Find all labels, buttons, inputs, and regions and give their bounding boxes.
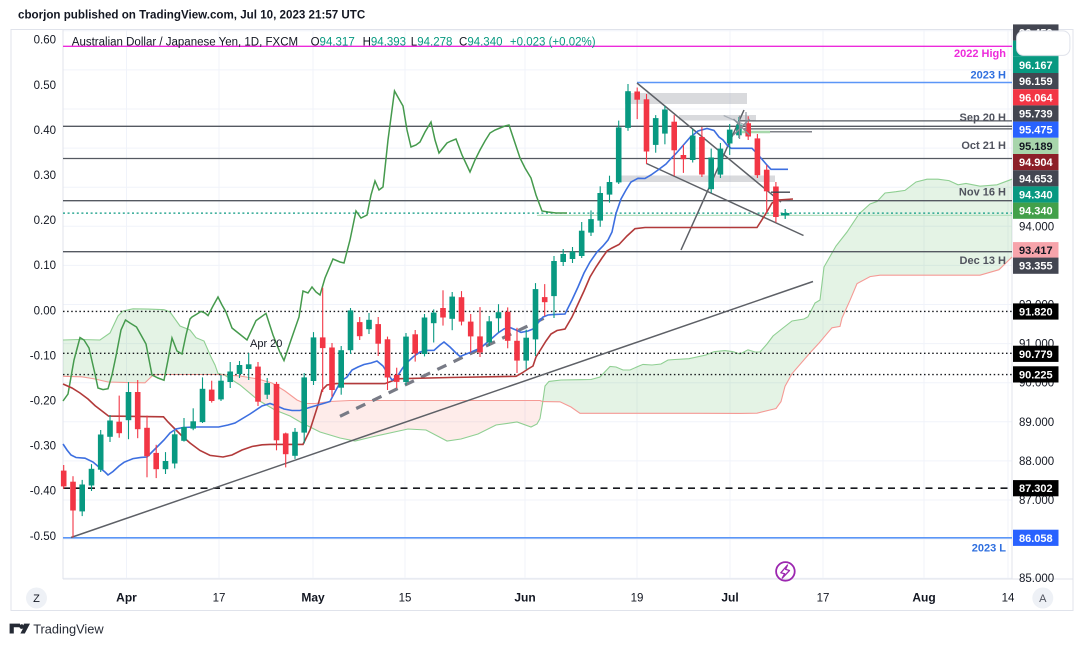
svg-text:88.000: 88.000 xyxy=(1019,456,1054,468)
svg-text:96.167: 96.167 xyxy=(1019,60,1053,72)
svg-text:94.000: 94.000 xyxy=(1019,221,1054,233)
svg-text:-0.20: -0.20 xyxy=(30,396,56,408)
svg-text:cborjon published on TradingVi: cborjon published on TradingView.com, Ju… xyxy=(18,9,366,22)
svg-text:Apr: Apr xyxy=(116,591,137,605)
svg-text:94.340: 94.340 xyxy=(1019,206,1053,218)
svg-text:May: May xyxy=(301,591,325,605)
svg-text:-0.30: -0.30 xyxy=(30,441,56,453)
svg-text:H94.393: H94.393 xyxy=(363,37,407,49)
svg-text:Apr 20: Apr 20 xyxy=(250,338,282,350)
svg-text:93.417: 93.417 xyxy=(1019,245,1053,257)
svg-text:0.00: 0.00 xyxy=(34,305,56,317)
svg-text:95.189: 95.189 xyxy=(1019,141,1053,153)
svg-text:Nov 16 H: Nov 16 H xyxy=(959,187,1006,199)
svg-text:0.30: 0.30 xyxy=(34,170,56,182)
svg-text:L94.278: L94.278 xyxy=(411,37,453,49)
svg-text:0.40: 0.40 xyxy=(34,125,56,137)
svg-text:-0.10: -0.10 xyxy=(30,350,56,362)
svg-text:0.10: 0.10 xyxy=(34,260,56,272)
svg-text:Z: Z xyxy=(33,593,40,605)
svg-text:Oct 21 H: Oct 21 H xyxy=(961,140,1006,152)
svg-text:94.904: 94.904 xyxy=(1019,157,1054,169)
svg-text:87.302: 87.302 xyxy=(1019,483,1053,495)
svg-text:89.000: 89.000 xyxy=(1019,417,1054,429)
svg-text:C94.340: C94.340 xyxy=(459,37,503,49)
svg-text:85.000: 85.000 xyxy=(1019,573,1054,585)
svg-text:2022 High: 2022 High xyxy=(954,48,1006,60)
svg-text:Sep 20 H: Sep 20 H xyxy=(960,112,1007,124)
svg-text:0.60: 0.60 xyxy=(34,35,56,47)
svg-text:2023 H: 2023 H xyxy=(971,70,1007,82)
svg-text:Dec 13 H: Dec 13 H xyxy=(960,255,1007,267)
svg-text:0.50: 0.50 xyxy=(34,80,56,92)
svg-text:0.20: 0.20 xyxy=(34,215,56,227)
svg-text:19: 19 xyxy=(631,593,644,605)
svg-text:90.225: 90.225 xyxy=(1019,369,1053,381)
svg-text:-0.40: -0.40 xyxy=(30,486,56,498)
svg-text:Jul: Jul xyxy=(721,591,738,605)
svg-text:Jun: Jun xyxy=(514,591,535,605)
svg-text:94.340: 94.340 xyxy=(1019,190,1053,202)
svg-text:14: 14 xyxy=(1002,593,1015,605)
svg-text:91.820: 91.820 xyxy=(1019,307,1053,319)
svg-text:93.355: 93.355 xyxy=(1019,261,1053,273)
svg-text:96.064: 96.064 xyxy=(1019,92,1054,104)
svg-text:-0.50: -0.50 xyxy=(30,531,56,543)
svg-text:95.739: 95.739 xyxy=(1019,109,1053,121)
svg-text:94.653: 94.653 xyxy=(1019,173,1053,185)
svg-text:TradingView: TradingView xyxy=(33,622,104,637)
svg-text:O94.317: O94.317 xyxy=(311,37,355,49)
svg-text:95.475: 95.475 xyxy=(1019,125,1053,137)
svg-text:86.058: 86.058 xyxy=(1019,533,1053,545)
svg-text:A: A xyxy=(1039,593,1047,605)
svg-text:Aug: Aug xyxy=(912,591,935,605)
svg-text:+0.023 (+0.02%): +0.023 (+0.02%) xyxy=(510,37,596,49)
svg-text:17: 17 xyxy=(213,593,226,605)
svg-text:87.000: 87.000 xyxy=(1019,495,1054,507)
svg-text:96.159: 96.159 xyxy=(1019,76,1053,88)
svg-text:2023 L: 2023 L xyxy=(972,543,1007,555)
svg-text:15: 15 xyxy=(399,593,412,605)
svg-text:90.779: 90.779 xyxy=(1019,349,1053,361)
svg-text:17: 17 xyxy=(817,593,830,605)
svg-text:Australian Dollar / Japanese Y: Australian Dollar / Japanese Yen, 1D, FX… xyxy=(72,37,298,49)
